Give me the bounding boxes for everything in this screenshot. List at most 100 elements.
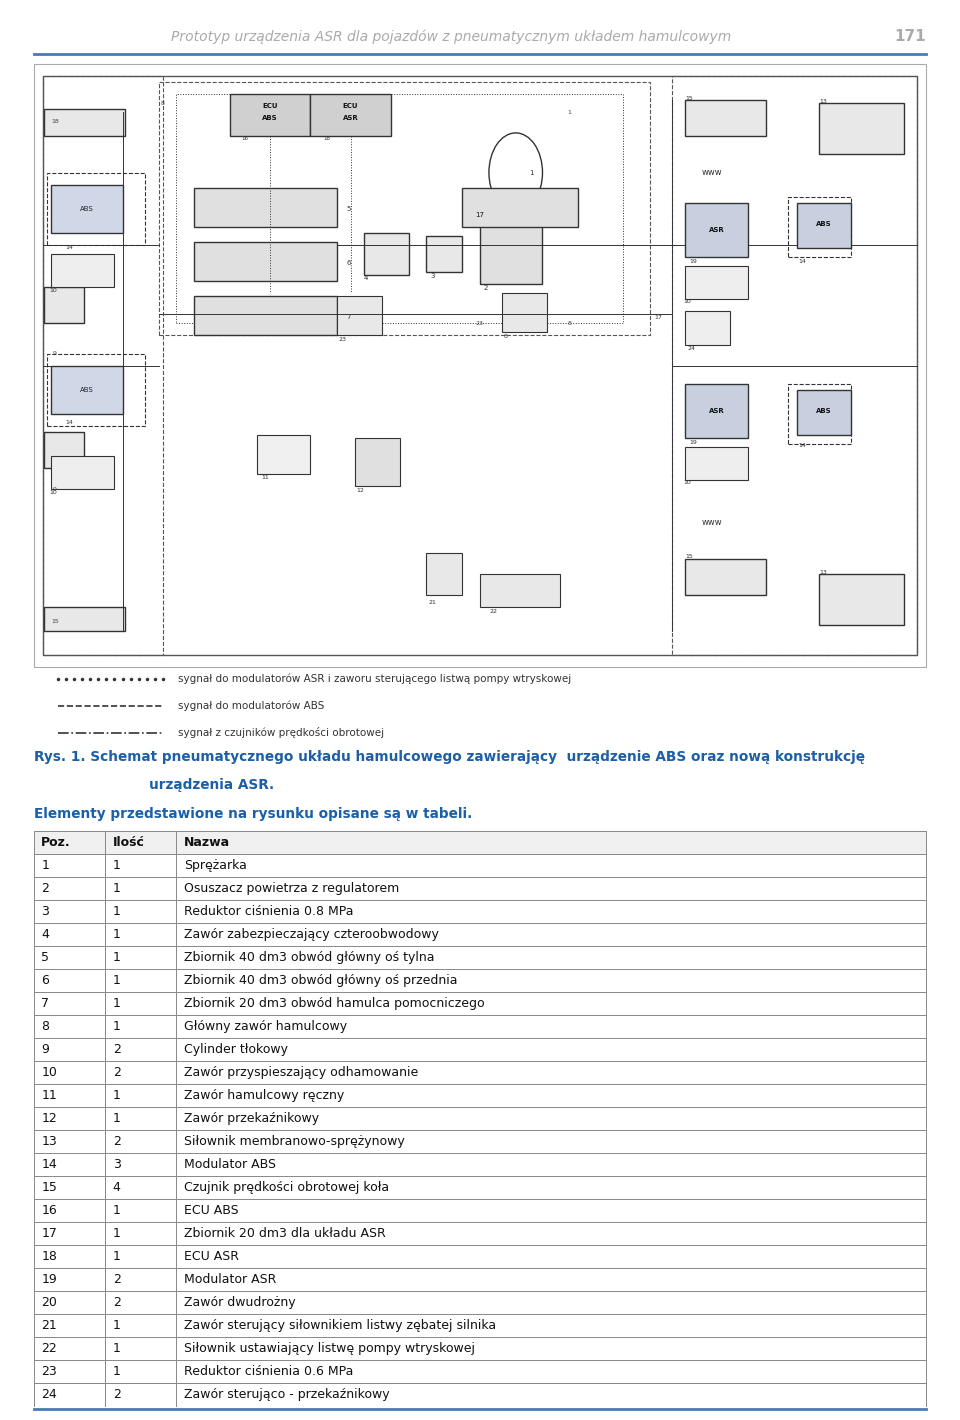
Text: 13: 13 (819, 99, 828, 104)
Text: 1: 1 (112, 882, 121, 895)
Text: 8: 8 (161, 101, 165, 105)
Bar (34, 1130, 926, 1153)
Text: ASR: ASR (343, 115, 358, 121)
Bar (52, 185, 123, 233)
Bar (685, 447, 748, 480)
Bar (310, 94, 391, 136)
Bar (34, 64, 926, 667)
Text: 24: 24 (687, 346, 695, 351)
Bar (34, 946, 926, 968)
Text: ECU: ECU (262, 104, 278, 109)
Text: 1: 1 (112, 905, 121, 917)
Bar (337, 297, 382, 335)
Bar (685, 311, 730, 345)
Text: 1: 1 (112, 859, 121, 872)
Bar (34, 1038, 926, 1061)
Text: Zawór sterujący siłownikiem listwy zębatej silnika: Zawór sterujący siłownikiem listwy zębat… (184, 1319, 496, 1332)
Text: 14: 14 (799, 443, 806, 447)
Text: ECU ABS: ECU ABS (184, 1204, 239, 1217)
Text: Zbiornik 20 dm3 obwód hamulca pomocniczego: Zbiornik 20 dm3 obwód hamulca pomocnicze… (184, 997, 485, 1010)
Text: 5: 5 (347, 206, 350, 212)
Bar (42, 77, 918, 656)
Text: sygnał z czujników prędkości obrotowej: sygnał z czujników prędkości obrotowej (178, 727, 384, 738)
Text: Rys. 1. Schemat pneumatycznego układu hamulcowego zawierający  urządzenie ABS or: Rys. 1. Schemat pneumatycznego układu ha… (34, 750, 865, 764)
Bar (34, 1336, 926, 1360)
Text: 2: 2 (112, 1296, 121, 1309)
Text: Zbiornik 40 dm3 obwód główny oś przednia: Zbiornik 40 dm3 obwód główny oś przednia (184, 974, 458, 987)
Text: 11: 11 (261, 474, 269, 480)
Text: 15: 15 (51, 619, 59, 623)
Text: 9: 9 (41, 1042, 49, 1055)
Text: ABS: ABS (816, 222, 831, 227)
Text: Modulator ASR: Modulator ASR (184, 1272, 276, 1285)
Bar (685, 383, 748, 437)
Text: 9: 9 (53, 351, 57, 356)
Text: Zbiornik 40 dm3 obwód główny oś tylna: Zbiornik 40 dm3 obwód główny oś tylna (184, 951, 435, 964)
Text: Poz.: Poz. (41, 836, 71, 849)
Text: ASR: ASR (708, 408, 725, 413)
Text: ECU: ECU (343, 104, 358, 109)
Text: 4: 4 (364, 275, 369, 281)
Text: 3: 3 (430, 273, 435, 280)
Bar (257, 435, 310, 474)
Text: 2: 2 (112, 1272, 121, 1285)
Text: 13: 13 (819, 569, 828, 575)
Bar (177, 94, 623, 324)
Bar (34, 831, 926, 853)
Bar (194, 241, 337, 281)
Text: 14: 14 (65, 420, 73, 426)
Bar (194, 297, 337, 335)
Text: Zawór dwudrożny: Zawór dwudrożny (184, 1296, 296, 1309)
Bar (34, 991, 926, 1015)
Bar (426, 236, 462, 273)
Text: 14: 14 (41, 1157, 57, 1170)
Bar (34, 1015, 926, 1038)
Bar (34, 1198, 926, 1221)
Bar (34, 923, 926, 946)
Text: 14: 14 (65, 246, 73, 250)
Text: 171: 171 (895, 30, 926, 44)
Bar (34, 1176, 926, 1198)
Bar (797, 391, 851, 435)
Text: 17: 17 (41, 1227, 58, 1240)
Bar (819, 574, 904, 625)
Text: ABS: ABS (81, 386, 94, 393)
Text: 2: 2 (112, 1066, 121, 1079)
Text: 2: 2 (112, 1042, 121, 1055)
Text: Osuszacz powietrza z regulatorem: Osuszacz powietrza z regulatorem (184, 882, 399, 895)
Text: 15: 15 (685, 97, 693, 101)
Bar (34, 1221, 926, 1245)
Text: 16: 16 (41, 1204, 57, 1217)
Bar (426, 552, 462, 595)
Circle shape (489, 133, 542, 212)
Text: 10: 10 (684, 298, 691, 304)
Bar (34, 1383, 926, 1406)
Bar (34, 1106, 926, 1130)
Text: 10: 10 (41, 1066, 58, 1079)
Bar (44, 109, 125, 136)
Bar (34, 1314, 926, 1336)
Text: 1: 1 (112, 927, 121, 940)
Text: Ilość: Ilość (112, 836, 145, 849)
Bar (52, 254, 114, 287)
Text: 1: 1 (112, 1204, 121, 1217)
Text: 2: 2 (112, 1387, 121, 1400)
Bar (502, 294, 547, 332)
Bar (797, 203, 851, 248)
Bar (34, 1291, 926, 1314)
Text: Reduktor ciśnienia 0.8 MPa: Reduktor ciśnienia 0.8 MPa (184, 905, 353, 917)
Text: Czujnik prędkości obrotowej koła: Czujnik prędkości obrotowej koła (184, 1181, 389, 1194)
Text: Siłownik membranowo-sprężynowy: Siłownik membranowo-sprężynowy (184, 1135, 405, 1147)
Text: 8: 8 (41, 1020, 49, 1032)
Bar (685, 266, 748, 300)
Bar (44, 608, 125, 630)
Text: 19: 19 (689, 440, 697, 444)
Bar (364, 233, 409, 275)
Text: 19: 19 (689, 258, 697, 264)
Bar (819, 104, 904, 155)
Bar (47, 173, 145, 244)
Text: www: www (702, 518, 723, 527)
Text: 17: 17 (475, 212, 485, 217)
Text: Elementy przedstawione na rysunku opisane są w tabeli.: Elementy przedstawione na rysunku opisan… (34, 807, 472, 821)
Text: 1: 1 (567, 109, 571, 115)
